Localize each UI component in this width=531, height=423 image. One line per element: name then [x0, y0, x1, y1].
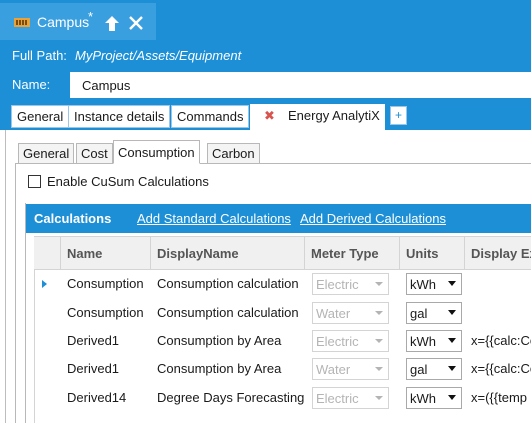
units-value: kWh	[410, 277, 436, 292]
cell-display-name: Consumption by Area	[157, 333, 282, 348]
add-standard-calculations-link[interactable]: Add Standard Calculations	[137, 211, 291, 226]
meter-type-dropdown[interactable]: Electric	[312, 330, 389, 352]
units-value: gal	[410, 362, 428, 377]
meter-type-dropdown[interactable]: Electric	[312, 387, 389, 409]
column-header-display-expression[interactable]: Display Ex	[464, 237, 531, 270]
cell-display-name: Consumption calculation	[157, 276, 299, 291]
cell-display-name: Consumption calculation	[157, 305, 299, 320]
chevron-down-icon	[448, 395, 456, 400]
tab-instance-details[interactable]: Instance details	[68, 105, 171, 128]
subtab-general[interactable]: General	[18, 143, 75, 164]
column-header-units[interactable]: Units	[399, 237, 464, 270]
column-header-name[interactable]: Name	[60, 237, 150, 270]
meter-icon	[14, 18, 30, 27]
full-path-row: Full Path: MyProject/Assets/Equipment	[0, 40, 531, 70]
chevron-down-icon	[448, 310, 456, 315]
units-dropdown[interactable]: kWh	[406, 273, 462, 295]
table-row[interactable]: Derived1 Consumption by Area Water gal x…	[60, 355, 531, 384]
meter-type-dropdown[interactable]: Electric	[312, 273, 389, 295]
add-derived-calculations-link[interactable]: Add Derived Calculations	[300, 211, 446, 226]
table-row[interactable]: Derived1 Consumption by Area Electric kW…	[60, 327, 531, 356]
consumption-panel	[15, 163, 531, 423]
chevron-down-icon	[375, 339, 383, 343]
tab-energy-analytix[interactable]: ✖ Energy AnalytiX	[250, 104, 385, 130]
column-header-meter-type[interactable]: Meter Type	[304, 237, 399, 270]
meter-type-value: Electric	[316, 334, 359, 349]
chevron-down-icon	[375, 311, 383, 315]
cell-display-name: Consumption by Area	[157, 361, 282, 376]
full-path-label: Full Path:	[12, 48, 67, 63]
calculations-panel	[25, 203, 531, 423]
tab-close-icon[interactable]: ✖	[264, 108, 275, 123]
pin-up-arrow-icon[interactable]	[104, 15, 120, 32]
name-row: Name:	[0, 70, 531, 100]
meter-type-dropdown[interactable]: Water	[312, 358, 389, 380]
cell-display-expression: x=({{temp	[471, 390, 528, 405]
meter-type-value: Electric	[316, 391, 359, 406]
tab-commands[interactable]: Commands	[171, 105, 250, 128]
units-dropdown[interactable]: kWh	[406, 330, 462, 352]
row-indicator-column	[34, 270, 60, 423]
units-value: kWh	[410, 391, 436, 406]
subtab-consumption[interactable]: Consumption	[113, 140, 200, 164]
cell-display-expression	[464, 270, 531, 299]
meter-type-dropdown[interactable]: Water	[312, 302, 389, 324]
main-tab-strip: General Instance details Commands ✖ Ener…	[0, 100, 531, 130]
meter-type-value: Water	[316, 362, 351, 377]
cell-display-expression	[464, 299, 531, 328]
subtab-carbon[interactable]: Carbon	[207, 143, 260, 164]
content-left-border	[5, 130, 6, 423]
chevron-down-icon	[375, 282, 383, 286]
document-tab-title: Campus	[37, 14, 90, 30]
table-row[interactable]: Derived14 Degree Days Forecasting Electr…	[60, 384, 531, 413]
cell-name: Derived14	[67, 390, 127, 405]
meter-type-value: Water	[316, 306, 351, 321]
modified-indicator: *	[88, 9, 94, 24]
cell-name: Derived1	[67, 361, 120, 376]
cell-display-name: Degree Days Forecasting	[157, 390, 304, 405]
enable-cusum-checkbox[interactable]	[28, 175, 41, 188]
units-value: gal	[410, 306, 428, 321]
chevron-down-icon	[375, 367, 383, 371]
chevron-down-icon	[448, 281, 456, 286]
table-row[interactable]: Consumption Consumption calculation Elec…	[60, 270, 531, 299]
units-dropdown[interactable]: kWh	[406, 387, 462, 409]
tab-energy-analytix-label: Energy AnalytiX	[288, 108, 380, 123]
chevron-down-icon	[448, 338, 456, 343]
title-bar: Campus *	[0, 0, 531, 40]
cell-name: Consumption	[67, 305, 144, 320]
current-row-arrow-icon	[42, 280, 47, 288]
enable-cusum-label: Enable CuSum Calculations	[47, 174, 209, 189]
chevron-down-icon	[375, 396, 383, 400]
units-dropdown[interactable]: gal	[406, 358, 462, 380]
cell-display-expression: x={{calc:Co	[471, 333, 531, 348]
units-dropdown[interactable]: gal	[406, 302, 462, 324]
meter-type-value: Electric	[316, 277, 359, 292]
units-value: kWh	[410, 334, 436, 349]
chevron-down-icon	[448, 366, 456, 371]
full-path-value: MyProject/Assets/Equipment	[75, 48, 242, 63]
name-input[interactable]	[70, 72, 531, 98]
tab-general[interactable]: General	[11, 105, 70, 128]
table-row[interactable]: Consumption Consumption calculation Wate…	[60, 299, 531, 328]
document-tab[interactable]: Campus *	[0, 3, 156, 40]
calculations-title: Calculations	[34, 211, 112, 226]
cell-name: Derived1	[67, 333, 120, 348]
name-label: Name:	[12, 77, 51, 92]
calculations-header: Calculations Add Standard Calculations A…	[26, 204, 531, 233]
cell-display-expression: x={{calc:Co	[471, 361, 531, 376]
subtab-cost[interactable]: Cost	[76, 143, 113, 164]
column-header-displayname[interactable]: DisplayName	[150, 237, 304, 270]
cell-name: Consumption	[67, 276, 144, 291]
grid-header: Name DisplayName Meter Type Units Displa…	[34, 236, 531, 270]
add-tab-button[interactable]: +	[390, 106, 407, 125]
close-icon[interactable]	[128, 15, 144, 31]
